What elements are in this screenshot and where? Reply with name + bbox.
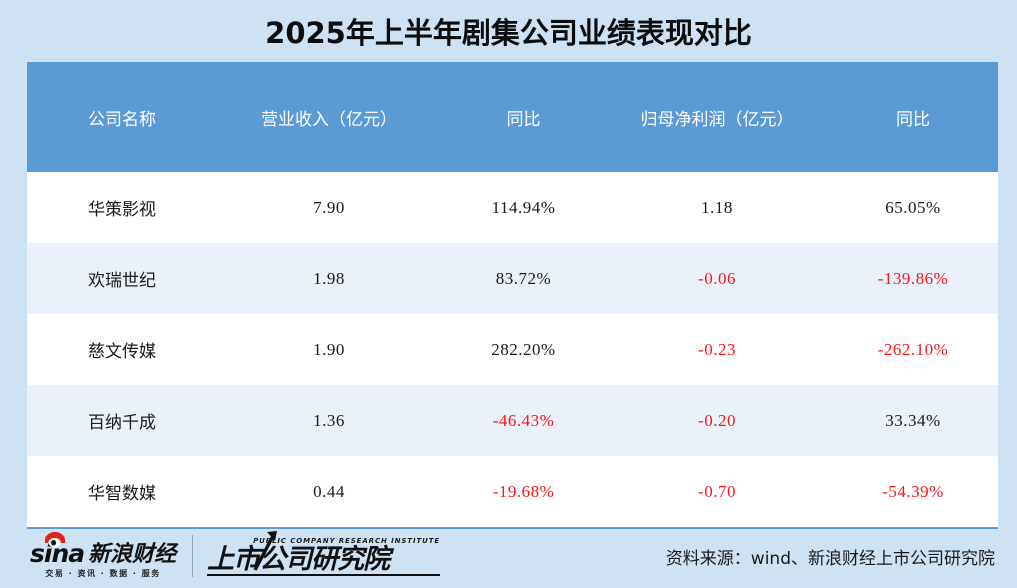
performance-table: 公司名称 营业收入（亿元） 同比 归母净利润（亿元） 同比 华策影视 7.90 …: [27, 62, 998, 527]
cell-revenue: 0.44: [217, 456, 441, 527]
cell-revenue-yoy: 282.20%: [441, 314, 606, 385]
column-header-company: 公司名称: [27, 62, 217, 172]
cell-net-profit: -0.06: [606, 243, 828, 314]
table-row: 华智数媒 0.44 -19.68% -0.70 -54.39%: [27, 456, 998, 527]
table-row: 欢瑞世纪 1.98 83.72% -0.06 -139.86%: [27, 243, 998, 314]
sina-finance-logo: sina 新浪财经 交易 · 资讯 · 数据 · 服务: [28, 532, 176, 580]
research-institute-logo: PUBLIC COMPANY RESEARCH INSTITUTE 上市公司研究…: [207, 531, 441, 580]
column-header-revenue: 营业收入（亿元）: [217, 62, 441, 172]
sina-eye-icon: [44, 532, 66, 548]
cell-revenue: 1.98: [217, 243, 441, 314]
table-row: 慈文传媒 1.90 282.20% -0.23 -262.10%: [27, 314, 998, 385]
cell-profit-yoy: 33.34%: [828, 385, 998, 456]
cell-revenue: 1.90: [217, 314, 441, 385]
cell-company: 慈文传媒: [27, 314, 217, 385]
cell-net-profit: -0.70: [606, 456, 828, 527]
cell-company: 欢瑞世纪: [27, 243, 217, 314]
footer: sina 新浪财经 交易 · 资讯 · 数据 · 服务 PUBLIC COMPA…: [0, 524, 1017, 588]
cell-net-profit: -0.23: [606, 314, 828, 385]
cell-revenue-yoy: -46.43%: [441, 385, 606, 456]
sina-wordmark-row: sina 新浪财经: [30, 534, 176, 566]
cell-revenue-yoy: 83.72%: [441, 243, 606, 314]
table-row: 百纳千成 1.36 -46.43% -0.20 33.34%: [27, 385, 998, 456]
cell-revenue: 1.36: [217, 385, 441, 456]
page-title-bar: 2025年上半年剧集公司业绩表现对比: [0, 0, 1017, 62]
column-header-profit-yoy: 同比: [828, 62, 998, 172]
cell-net-profit: -0.20: [606, 385, 828, 456]
cell-revenue-yoy: -19.68%: [441, 456, 606, 527]
cell-profit-yoy: 65.05%: [828, 172, 998, 243]
cell-revenue: 7.90: [217, 172, 441, 243]
institute-english-name: PUBLIC COMPANY RESEARCH INSTITUTE: [253, 536, 441, 545]
cell-profit-yoy: -139.86%: [828, 243, 998, 314]
cell-company: 华策影视: [27, 172, 217, 243]
logo-divider: [192, 535, 194, 577]
cell-net-profit: 1.18: [606, 172, 828, 243]
column-header-net-profit: 归母净利润（亿元）: [606, 62, 828, 172]
cell-profit-yoy: -262.10%: [828, 314, 998, 385]
cell-company: 百纳千成: [27, 385, 217, 456]
table-header-row: 公司名称 营业收入（亿元） 同比 归母净利润（亿元） 同比: [27, 62, 998, 172]
sina-chinese-name: 新浪财经: [88, 541, 177, 567]
column-header-revenue-yoy: 同比: [441, 62, 606, 172]
institute-chinese-name: 上市公司研究院: [207, 546, 441, 576]
cell-revenue-yoy: 114.94%: [441, 172, 606, 243]
page-title: 2025年上半年剧集公司业绩表现对比: [265, 16, 752, 50]
source-attribution: 资料来源：wind、新浪财经上市公司研究院: [665, 548, 995, 569]
footer-logos: sina 新浪财经 交易 · 资讯 · 数据 · 服务 PUBLIC COMPA…: [28, 531, 441, 581]
table-row: 华策影视 7.90 114.94% 1.18 65.05%: [27, 172, 998, 243]
cell-company: 华智数媒: [27, 456, 217, 527]
sina-tagline: 交易 · 资讯 · 数据 · 服务: [45, 568, 161, 578]
table-body: 华策影视 7.90 114.94% 1.18 65.05% 欢瑞世纪 1.98 …: [27, 172, 998, 527]
cell-profit-yoy: -54.39%: [828, 456, 998, 527]
table-card: 公司名称 营业收入（亿元） 同比 归母净利润（亿元） 同比 华策影视 7.90 …: [27, 62, 998, 529]
table-header: 公司名称 营业收入（亿元） 同比 归母净利润（亿元） 同比: [27, 62, 998, 172]
